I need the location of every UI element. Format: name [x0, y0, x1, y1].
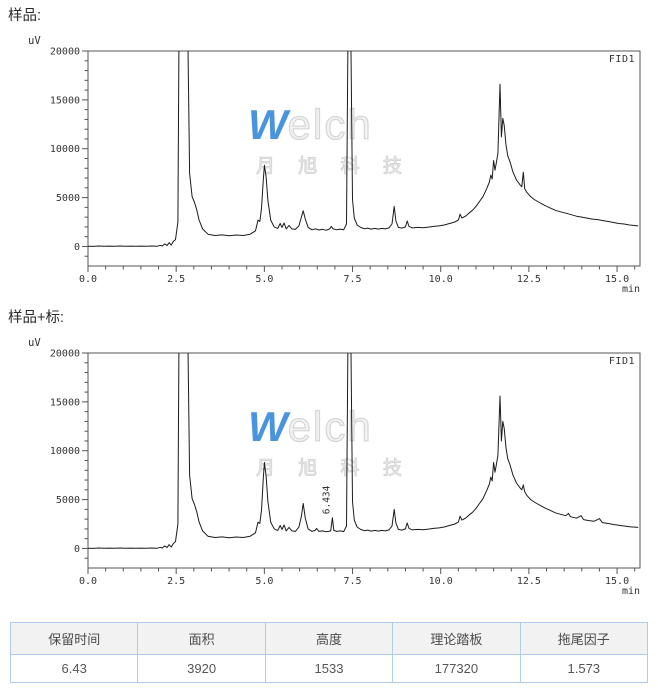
x-tick-label: 0.0 [79, 576, 97, 587]
x-tick-label: 7.5 [344, 576, 362, 587]
x-tick-label: 5.0 [255, 274, 273, 285]
x-axis-unit-label: min [622, 284, 640, 292]
x-tick-label: 2.5 [167, 274, 185, 285]
cell-retention-time: 6.43 [9, 654, 139, 683]
x-tick-label: 7.5 [344, 274, 362, 285]
y-tick-label: 10000 [50, 446, 80, 457]
plot-svg-sample-standard: 0.0 2.5 5.0 7.5 10.0 12.5 15.0 0 5000 10000 15000 2… [50, 349, 641, 594]
x-tick-label: 12.5 [517, 274, 541, 285]
y-tick-label: 20000 [50, 349, 80, 360]
plot-frame [87, 50, 641, 267]
detector-label: FID1 [609, 54, 635, 65]
header-retention-time: 保留时间 [9, 622, 139, 655]
x-axis-unit-label: min [622, 586, 640, 594]
cell-tailing-factor: 1.573 [519, 654, 649, 683]
y-tick-label: 5000 [56, 193, 80, 204]
x-tick-label: 10.0 [429, 576, 453, 587]
y-tick-label: 5000 [56, 495, 80, 506]
x-tick-label: 10.0 [429, 274, 453, 285]
plot-frame [87, 352, 641, 569]
header-theoretical-plates: 理论踏板 [392, 622, 521, 655]
peak-results-table: 保留时间 面积 高度 理论踏板 拖尾因子 6.43 3920 1533 1773… [9, 622, 649, 683]
table-row: 6.43 3920 1533 177320 1.573 [9, 654, 649, 683]
header-tailing-factor: 拖尾因子 [519, 622, 649, 655]
axis-ticks [82, 50, 636, 272]
y-tick-label: 15000 [50, 95, 80, 106]
x-tick-label: 15.0 [605, 576, 629, 587]
x-tick-label: 0.0 [79, 274, 97, 285]
detector-label: FID1 [609, 356, 635, 367]
x-tick-label: 5.0 [255, 576, 273, 587]
section-title-sample: 样品: [8, 8, 42, 24]
chromatogram-trace [88, 51, 639, 247]
plot-svg-sample: 0.0 2.5 5.0 7.5 10.0 12.5 15.0 0 5000 10000 15000 2… [50, 47, 641, 292]
chromatogram-trace [88, 353, 639, 549]
header-height: 高度 [264, 622, 394, 655]
axis-ticks [82, 352, 636, 574]
chromatogram-sample-standard: uV Welch 月 旭 科 技 0.0 2.5 5.0 7.5 10.0 12.5 15.… [0, 332, 658, 594]
cell-height: 1533 [264, 654, 394, 683]
x-tick-label: 2.5 [167, 576, 185, 587]
y-axis-unit-label: uV [28, 35, 41, 47]
y-axis-unit-label: uV [28, 337, 41, 349]
x-tick-label: 12.5 [517, 576, 541, 587]
y-tick-label: 10000 [50, 144, 80, 155]
cell-area: 3920 [137, 654, 266, 683]
chromatogram-sample: uV Welch 月 旭 科 技 0.0 2.5 5.0 7.5 10.0 12.5 15.… [0, 30, 658, 292]
x-tick-label: 15.0 [605, 274, 629, 285]
peak-retention-time-label: 6.434 [322, 485, 333, 514]
y-tick-label: 15000 [50, 397, 80, 408]
section-title-sample-standard: 样品+标: [8, 310, 64, 326]
y-tick-label: 20000 [50, 47, 80, 58]
table-header-row: 保留时间 面积 高度 理论踏板 拖尾因子 [9, 622, 649, 655]
y-tick-label: 0 [74, 544, 80, 555]
y-tick-label: 0 [74, 242, 80, 253]
cell-theoretical-plates: 177320 [392, 654, 521, 683]
header-area: 面积 [137, 622, 266, 655]
